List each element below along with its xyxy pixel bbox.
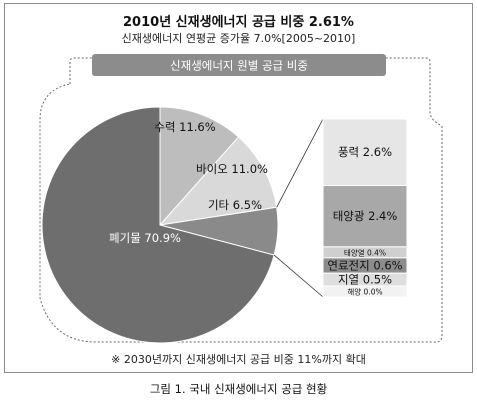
breakdown-segment-ocean <box>322 285 408 298</box>
breakdown-segment-wind <box>322 118 408 186</box>
breakdown-label-geothermal: 지열 0.5% <box>338 273 392 287</box>
connector-top <box>276 118 324 208</box>
pie-label-other: 기타 6.5% <box>208 198 262 212</box>
pie-slice-waste <box>41 106 275 344</box>
banner-label: 신재생에너지 원별 공급 비중 <box>170 59 308 73</box>
breakdown-label-fuel-cell: 연료전지 0.6% <box>327 259 402 273</box>
breakdown-label-ocean: 해양 0.0% <box>347 287 382 297</box>
pie-label-waste: 폐기물 70.9% <box>109 231 181 245</box>
breakdown-label-solar-pv: 태양광 2.4% <box>333 209 398 223</box>
pie-slices <box>41 106 279 344</box>
breakdown-bar: 풍력 2.6% 태양광 2.4% 태양열 0.4% 연료전지 0.6%지열 0.5%해… <box>322 118 408 298</box>
breakdown-segment-solar-pv <box>322 184 408 248</box>
pie-slice-hydro <box>159 106 240 227</box>
pie-slice-labels: 수력 11.6% 바이오 11.0% 기타 6.5% 폐기물 70.9% <box>109 120 268 245</box>
breakdown-label-wind: 풍력 2.6% <box>338 145 392 159</box>
figure-caption: 그림 1. 국내 신재생에너지 공급 현황 <box>149 382 328 396</box>
chart-subtitle: 신재생에너지 연평균 증가율 7.0%[2005~2010] <box>121 32 356 45</box>
banner-box <box>92 54 386 76</box>
connector-bottom <box>273 254 324 298</box>
breakdown-label-solar-thermal: 태양열 0.4% <box>344 248 386 257</box>
chart-title: 2010년 신재생에너지 공급 비중 2.61% <box>123 15 354 30</box>
pie-label-hydro: 수력 11.6% <box>154 120 215 134</box>
pie-label-bio: 바이오 11.0% <box>196 162 268 176</box>
pie-slice-bio <box>158 136 278 226</box>
footnote: ※ 2030년까지 신재생에너지 공급 비중 11%까지 확대 <box>111 353 366 366</box>
connector-lines <box>273 118 324 298</box>
